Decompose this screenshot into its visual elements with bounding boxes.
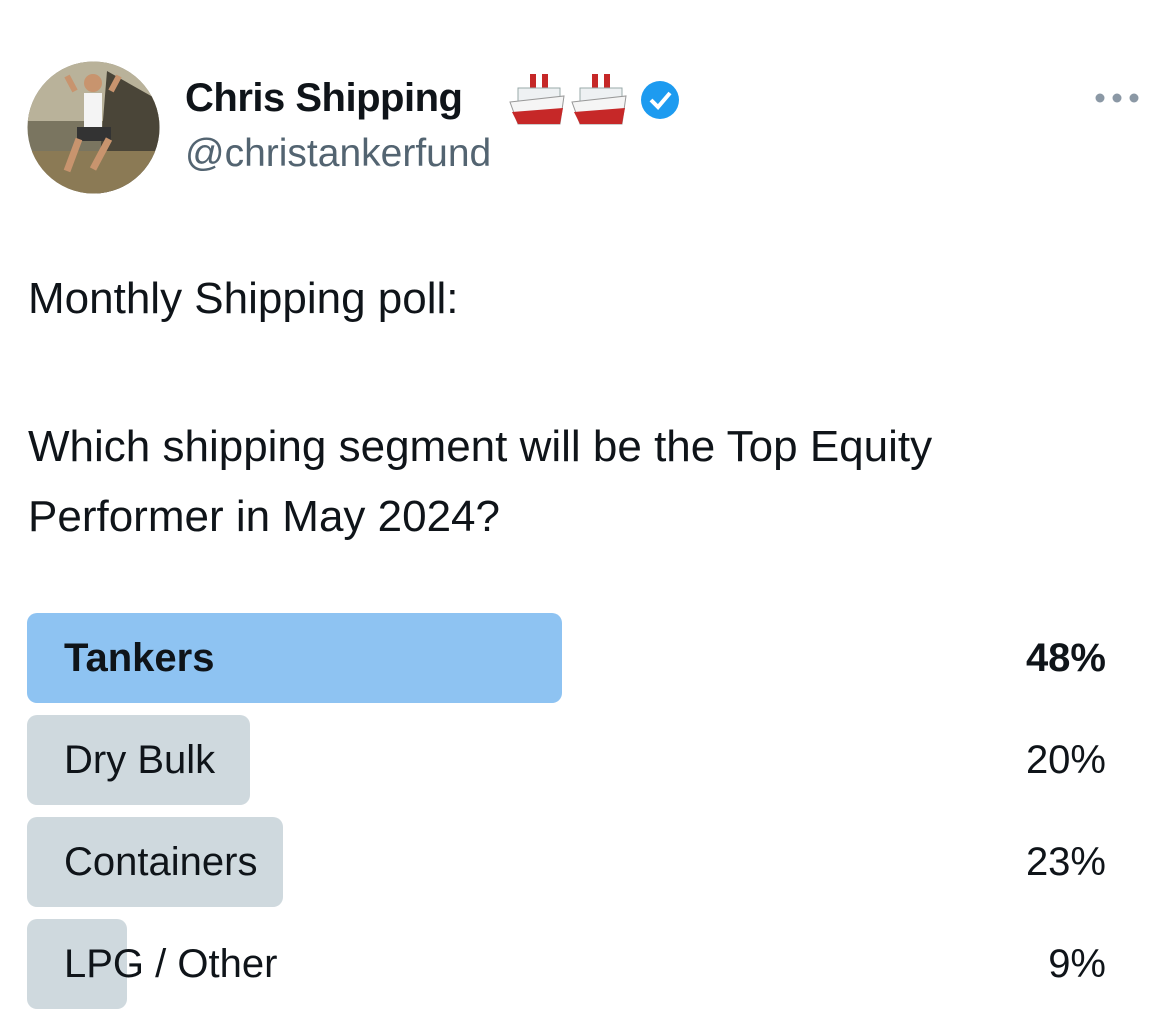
poll-bar xyxy=(27,613,563,703)
poll-bar xyxy=(27,919,128,1009)
avatar[interactable] xyxy=(27,61,160,194)
author-handle[interactable]: @christankerfund xyxy=(185,132,492,175)
poll-bar xyxy=(27,817,284,907)
tweet-text: Monthly Shipping poll: xyxy=(28,274,459,323)
poll-bar xyxy=(27,715,250,805)
author-name[interactable]: Chris Shipping xyxy=(185,76,463,120)
poll-percentage: 23% xyxy=(1025,840,1106,884)
poll-option-label: Dry Bulk xyxy=(64,738,216,782)
poll-option-label: Containers xyxy=(64,840,258,884)
poll-option-label: LPG / Other xyxy=(64,942,278,986)
poll-option-label: Tankers xyxy=(64,636,215,680)
poll-percentage: 48% xyxy=(1025,636,1106,680)
name-icons xyxy=(509,73,679,125)
poll-percentage: 9% xyxy=(1048,942,1106,986)
poll: Tankers 48% Dry Bulk 20% Containers 23% LPG / … xyxy=(0,613,1170,1013)
poll-percentage: 20% xyxy=(1025,738,1106,782)
more-menu[interactable] xyxy=(1094,90,1140,106)
tweet-text: Which shipping segment will be the Top E… xyxy=(28,422,933,541)
